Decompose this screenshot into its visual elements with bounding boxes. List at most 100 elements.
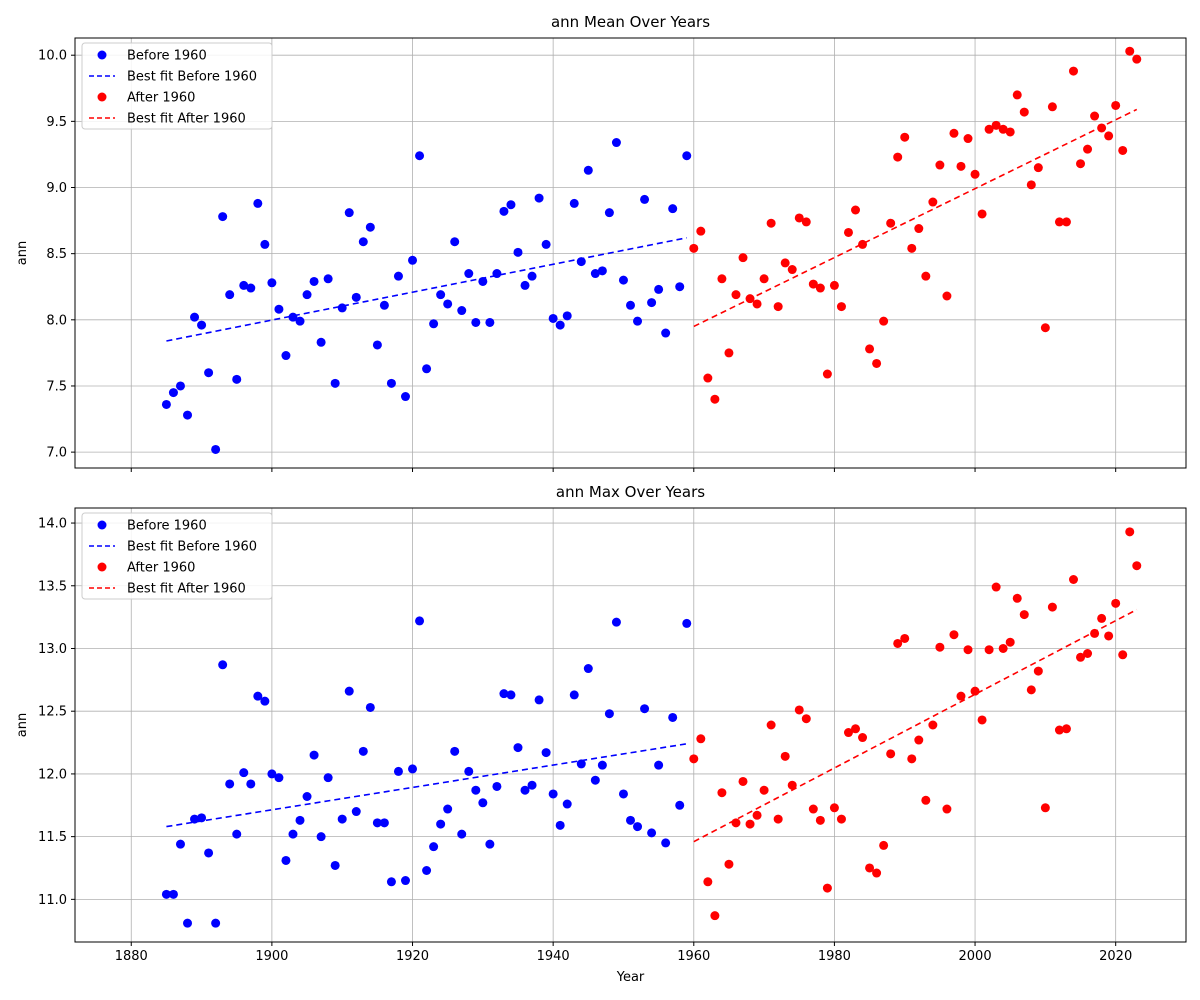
y-tick-label: 7.0 xyxy=(46,446,67,461)
y-tick-label: 13.0 xyxy=(38,642,67,657)
data-point xyxy=(1054,725,1064,735)
data-point xyxy=(956,161,966,171)
data-point xyxy=(724,348,734,358)
data-point xyxy=(611,138,621,148)
data-point xyxy=(1068,574,1078,584)
data-point xyxy=(1132,561,1142,571)
data-point xyxy=(274,304,284,314)
data-point xyxy=(731,818,741,828)
data-point xyxy=(935,642,945,652)
data-point xyxy=(281,351,291,361)
data-point xyxy=(949,630,959,640)
data-point xyxy=(253,198,263,208)
data-point xyxy=(766,218,776,228)
data-point xyxy=(183,918,193,928)
data-point xyxy=(379,818,389,828)
y-tick-label: 11.0 xyxy=(38,893,67,908)
data-point xyxy=(942,291,952,301)
data-point xyxy=(717,788,727,798)
data-point xyxy=(865,863,875,873)
panel-mean: 7.0 7.5 8.0 8.5 9.0 9.5 10.0 ann Mean Over Year… xyxy=(15,13,1187,472)
data-point xyxy=(921,795,931,805)
data-point xyxy=(759,785,769,795)
data-point xyxy=(1090,111,1100,121)
data-point xyxy=(1026,685,1036,695)
data-point xyxy=(260,696,270,706)
data-point xyxy=(175,381,185,391)
y-tick-label: 8.5 xyxy=(46,247,67,262)
data-point xyxy=(675,800,685,810)
data-point xyxy=(1132,54,1142,64)
data-point xyxy=(562,799,572,809)
data-point xyxy=(794,705,804,715)
data-point xyxy=(183,410,193,420)
data-point xyxy=(337,814,347,824)
data-point xyxy=(1012,90,1022,100)
legend-box xyxy=(81,42,273,130)
data-point xyxy=(478,798,488,808)
data-point xyxy=(393,271,403,281)
data-point xyxy=(386,877,396,887)
legend-item: Best fit Before 1960 xyxy=(89,70,257,85)
data-point xyxy=(323,274,333,284)
data-point xyxy=(731,290,741,300)
data-point xyxy=(1054,217,1064,227)
data-point xyxy=(365,702,375,712)
series-best-fit-before-1960 xyxy=(166,743,687,828)
data-point xyxy=(316,832,326,842)
data-point xyxy=(548,789,558,799)
data-point xyxy=(218,212,228,222)
data-point xyxy=(204,368,214,378)
data-point xyxy=(1111,100,1121,110)
x-axis-label: Year xyxy=(616,970,645,985)
data-point xyxy=(822,883,832,893)
fit-line xyxy=(693,108,1138,328)
data-point xyxy=(309,750,319,760)
data-point xyxy=(344,686,354,696)
data-point xyxy=(787,265,797,275)
data-point xyxy=(1125,527,1135,537)
data-point xyxy=(1040,323,1050,333)
legend-item: After 1960 xyxy=(97,91,195,106)
legend-item: Before 1960 xyxy=(97,519,207,534)
data-point xyxy=(190,312,200,322)
y-tick-label: 12.5 xyxy=(38,705,67,720)
data-point xyxy=(879,840,889,850)
data-point xyxy=(372,340,382,350)
data-point xyxy=(808,804,818,814)
y-tick-label: 9.0 xyxy=(46,181,67,196)
chart-title: ann Max Over Years xyxy=(556,483,705,501)
data-point xyxy=(415,151,425,161)
y-tick-label: 7.5 xyxy=(46,379,67,394)
legend-label: Best fit After 1960 xyxy=(127,582,246,597)
data-point xyxy=(879,316,889,326)
data-point xyxy=(794,213,804,223)
data-point xyxy=(168,388,178,398)
data-point xyxy=(921,271,931,281)
data-point xyxy=(358,746,368,756)
data-point xyxy=(843,227,853,237)
data-point xyxy=(1118,145,1128,155)
data-point xyxy=(583,664,593,674)
data-point xyxy=(689,754,699,764)
data-point xyxy=(654,760,664,770)
data-point xyxy=(393,766,403,776)
data-point xyxy=(935,160,945,170)
data-point xyxy=(436,819,446,829)
data-point xyxy=(724,859,734,869)
data-point xyxy=(907,754,917,764)
data-point xyxy=(1104,131,1114,141)
data-point xyxy=(246,779,256,789)
data-point xyxy=(928,197,938,207)
data-point xyxy=(1005,637,1015,647)
data-point xyxy=(232,374,242,384)
data-point xyxy=(759,274,769,284)
data-point xyxy=(654,284,664,294)
data-point xyxy=(886,749,896,759)
data-point xyxy=(661,838,671,848)
data-point xyxy=(618,275,628,285)
data-point xyxy=(1033,666,1043,676)
data-point xyxy=(316,337,326,347)
data-point xyxy=(829,280,839,290)
